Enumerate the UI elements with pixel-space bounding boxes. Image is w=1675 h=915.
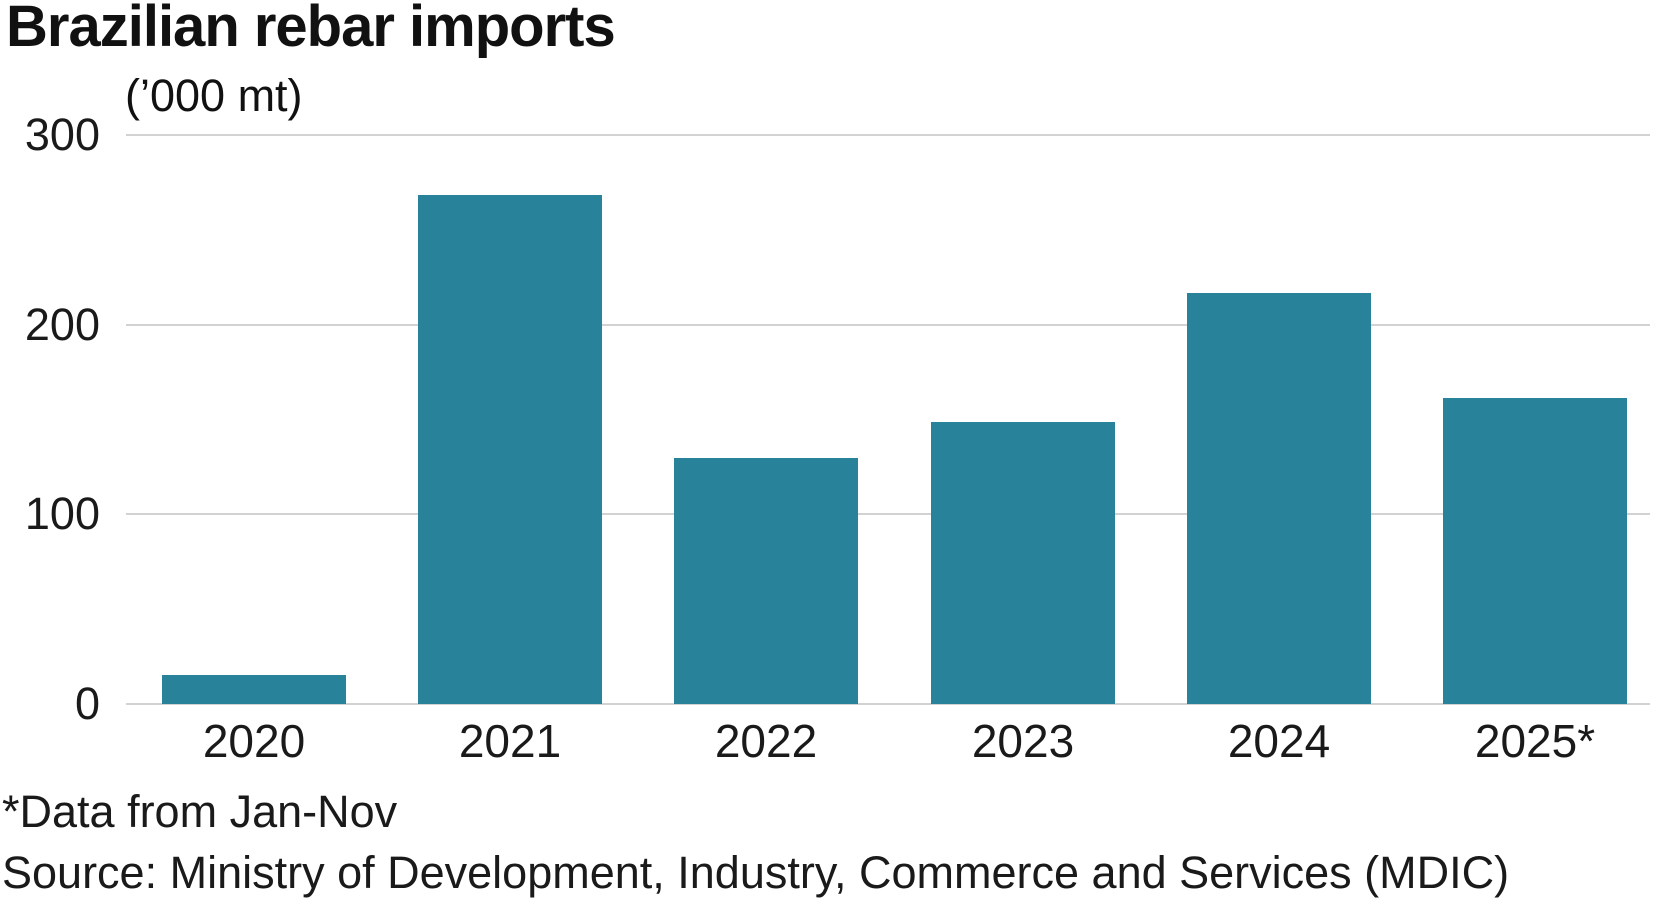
bar-2023: [931, 422, 1115, 704]
plot-area: [126, 134, 1650, 705]
y-tick-label-0: 0: [74, 678, 100, 729]
gridline-200: [126, 324, 1650, 326]
y-tick-label-300: 300: [24, 109, 100, 160]
bar-2024: [1187, 293, 1371, 704]
x-tick-label-2020: 2020: [202, 715, 306, 767]
x-tick-label-2023: 2023: [971, 715, 1075, 767]
footnote: *Data from Jan-Nov: [2, 786, 398, 837]
x-tick-label-2022: 2022: [714, 715, 818, 767]
y-tick-label-200: 200: [24, 299, 100, 350]
x-tick-label-2024: 2024: [1227, 715, 1331, 767]
bar-2020: [162, 675, 346, 704]
bar-2025: [1443, 398, 1627, 704]
y-tick-label-100: 100: [24, 488, 100, 539]
gridline-0: [126, 703, 1650, 705]
chart-title: Brazilian rebar imports: [6, 0, 616, 59]
source-line: Source: Ministry of Development, Industr…: [2, 847, 1510, 898]
bar-2021: [418, 195, 602, 704]
x-tick-label-2025: 2025*: [1474, 715, 1596, 767]
gridline-300: [126, 134, 1650, 136]
x-tick-label-2021: 2021: [458, 715, 562, 767]
gridline-100: [126, 513, 1650, 515]
y-axis-unit-label: (’000 mt): [125, 70, 303, 121]
bar-2022: [674, 458, 858, 704]
